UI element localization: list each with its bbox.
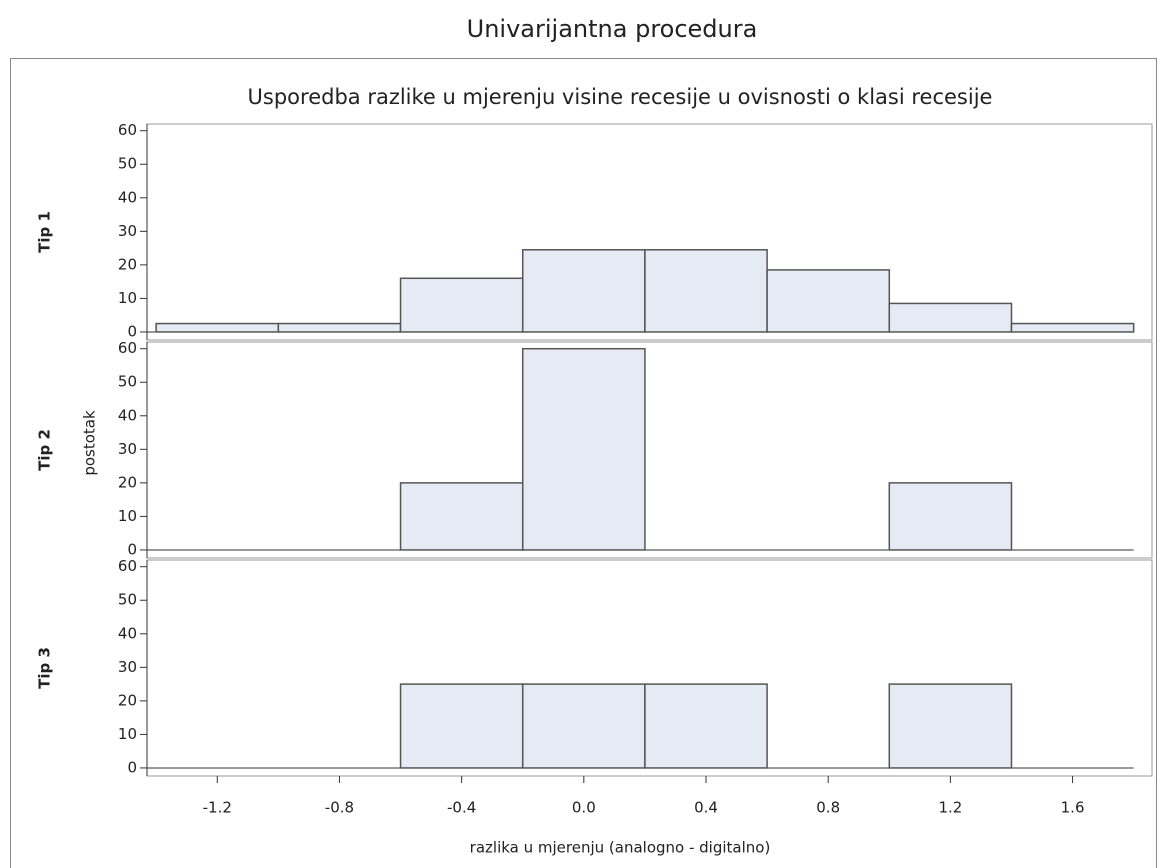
bar: [521, 683, 646, 769]
y-tick-label: 50: [118, 373, 137, 391]
y-tick-label: 0: [127, 758, 137, 776]
page-heading: Univarijantna procedura: [467, 15, 758, 43]
panel-label: Tip 1: [36, 211, 54, 253]
y-tick-label: 60: [118, 557, 137, 575]
outer-frame: [10, 58, 1157, 868]
bar: [521, 347, 646, 551]
y-tick-label: 10: [118, 725, 137, 743]
x-tick-label: -0.4: [447, 799, 476, 817]
y-tick-label: 0: [127, 540, 137, 558]
y-tick-label: 40: [118, 188, 137, 206]
bar: [888, 683, 1013, 769]
x-axis-label: razlika u mjerenju (analogno - digitalno…: [470, 839, 771, 857]
y-tick-label: 60: [118, 121, 137, 139]
bar: [155, 322, 280, 333]
y-tick-label: 0: [127, 322, 137, 340]
bar: [521, 249, 646, 333]
y-tick-label: 20: [118, 691, 137, 709]
y-tick-label: 30: [118, 440, 137, 458]
panel-label: Tip 3: [36, 647, 54, 689]
chart-title: Usporedba razlike u mjerenju visine rece…: [248, 85, 993, 109]
y-tick-label: 20: [118, 255, 137, 273]
x-tick-label: -1.2: [203, 799, 232, 817]
y-tick-label: 30: [118, 658, 137, 676]
y-tick-label: 20: [118, 473, 137, 491]
x-tick-label: -0.8: [325, 799, 354, 817]
bar: [399, 277, 524, 333]
x-tick-label: 1.2: [938, 799, 962, 817]
y-tick-label: 30: [118, 222, 137, 240]
bar: [644, 249, 768, 333]
x-tick-label: 0.0: [572, 799, 596, 817]
y-tick-label: 50: [118, 591, 137, 609]
x-tick-label: 1.6: [1061, 799, 1085, 817]
y-tick-label: 60: [118, 339, 137, 357]
bar: [888, 302, 1013, 333]
x-tick-label: 0.4: [694, 799, 718, 817]
bar: [888, 482, 1013, 551]
bar: [399, 683, 524, 769]
x-tick-label: 0.8: [816, 799, 840, 817]
y-tick-label: 40: [118, 406, 137, 424]
bar: [766, 269, 891, 333]
y-tick-label: 10: [118, 289, 137, 307]
bar: [277, 322, 402, 333]
y-tick-label: 10: [118, 507, 137, 525]
bar: [399, 482, 524, 551]
bar: [644, 683, 768, 769]
panel-label: Tip 2: [36, 429, 54, 471]
y-tick-label: 40: [118, 624, 137, 642]
bar: [1010, 322, 1135, 333]
y-axis-label: postotak: [81, 410, 99, 476]
y-tick-label: 50: [118, 155, 137, 173]
